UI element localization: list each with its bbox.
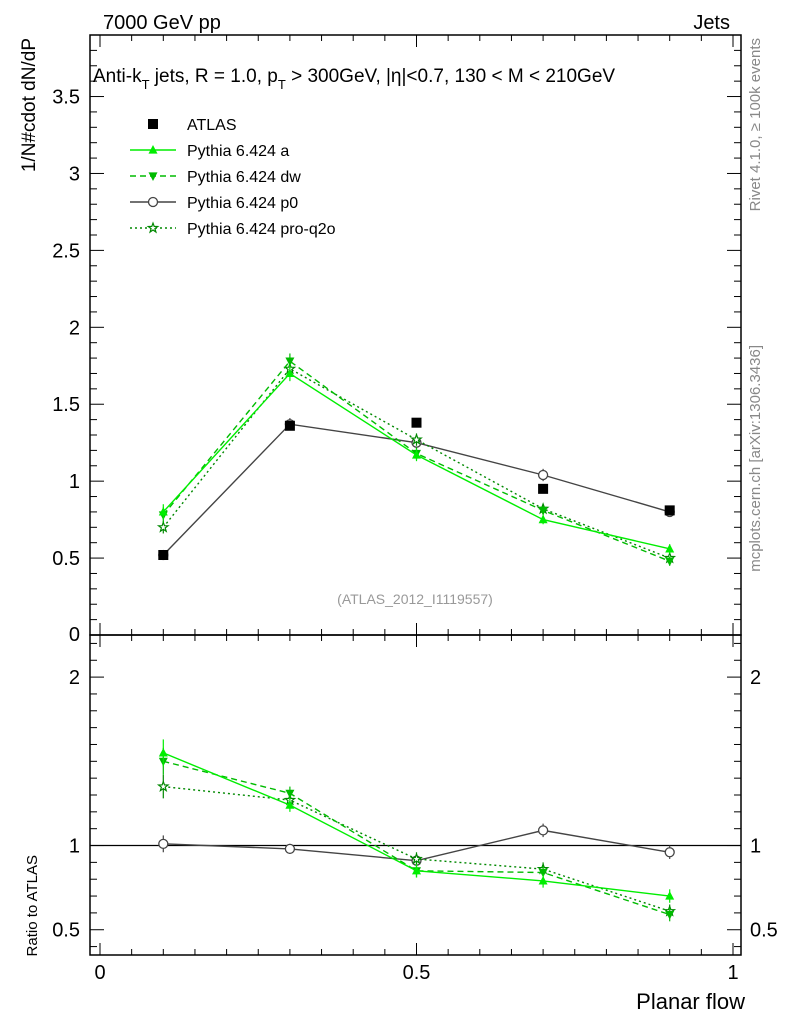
series-layer bbox=[156, 353, 677, 922]
x-axis-label: Planar flow bbox=[636, 989, 745, 1014]
title-anti: Anti-k bbox=[93, 66, 142, 87]
legend-entry-pythia_dw: Pythia 6.424 dw bbox=[130, 169, 301, 186]
legend-label-pythia_proq2o: Pythia 6.424 pro-q2o bbox=[187, 221, 336, 238]
ratio-line-pythia_proq2o bbox=[163, 785, 670, 912]
series-atlas bbox=[158, 417, 675, 560]
y-tick-label: 0.5 bbox=[52, 548, 80, 570]
ratio-point-pythia_p0 bbox=[664, 847, 675, 858]
point-atlas bbox=[411, 417, 422, 428]
legend-marker-pythia_dw bbox=[148, 172, 158, 181]
point-atlas bbox=[538, 483, 549, 494]
y-tick-label: 2 bbox=[69, 317, 80, 339]
y-tick-label: 0 bbox=[69, 624, 80, 646]
y-axis-label: 1/N#cdot dN/dP bbox=[19, 38, 40, 172]
title-rest: > 300GeV, |η|<0.7, 130 < M < 210GeV bbox=[286, 66, 616, 87]
series-pythia_a bbox=[158, 365, 675, 903]
point-pythia_p0 bbox=[537, 469, 549, 481]
legend-label-atlas: ATLAS bbox=[187, 117, 237, 134]
legend-label-pythia_a: Pythia 6.424 a bbox=[187, 143, 289, 160]
legend-marker-atlas bbox=[148, 119, 158, 129]
point-atlas bbox=[284, 420, 295, 431]
x-tick-label: 0.5 bbox=[403, 962, 431, 984]
ratio-point-pythia_a bbox=[412, 865, 421, 875]
ratio-y-tick-label: 0.5 bbox=[52, 920, 80, 942]
ratio-y-tick-label-right: 1 bbox=[750, 836, 761, 858]
point-pythia_proq2o bbox=[410, 432, 423, 446]
point-pythia_a bbox=[665, 543, 675, 553]
y-tick-label: 1 bbox=[69, 471, 80, 493]
x-tick-label: 0 bbox=[94, 962, 105, 984]
ratio-point-pythia_proq2o bbox=[156, 779, 170, 793]
chart-title: Anti-kT jets, R = 1.0, pT > 300GeV, |η|<… bbox=[93, 66, 615, 92]
legend-entry-atlas: ATLAS bbox=[148, 117, 237, 134]
line-pythia_proq2o bbox=[162, 367, 670, 559]
point-atlas bbox=[158, 550, 169, 560]
title-kt-sub: T bbox=[142, 77, 150, 92]
analysis-watermark: (ATLAS_2012_I1119557) bbox=[337, 591, 493, 607]
ratio-point-pythia_dw bbox=[538, 868, 548, 878]
point-pythia_proq2o bbox=[156, 520, 170, 533]
y-tick-label: 1.5 bbox=[52, 394, 80, 416]
legend-entry-pythia_a: Pythia 6.424 a bbox=[130, 143, 289, 160]
legend-entry-pythia_proq2o: Pythia 6.424 pro-q2o bbox=[130, 221, 336, 238]
ratio-y-tick-label-right: 0.5 bbox=[750, 920, 778, 942]
point-pythia_dw bbox=[538, 506, 548, 516]
legend-label-pythia_dw: Pythia 6.424 dw bbox=[187, 169, 301, 186]
ratio-point-pythia_a bbox=[665, 891, 675, 900]
point-pythia_a bbox=[538, 514, 548, 524]
ratio-y-tick-label-right: 2 bbox=[750, 667, 761, 689]
ratio-point-pythia_dw bbox=[285, 789, 295, 799]
point-pythia_a bbox=[158, 506, 168, 516]
title-pt-sub: T bbox=[278, 77, 286, 92]
x-tick-label: 1 bbox=[727, 962, 738, 984]
point-pythia_dw bbox=[665, 557, 675, 567]
ratio-point-pythia_dw bbox=[665, 910, 675, 920]
ratio-point-pythia_p0 bbox=[158, 838, 169, 849]
ratio-point-pythia_p0 bbox=[537, 825, 549, 836]
point-pythia_dw bbox=[285, 357, 295, 367]
y-tick-label: 2.5 bbox=[52, 240, 80, 262]
ratio-point-pythia_p0 bbox=[284, 843, 296, 855]
ratio-point-pythia_a bbox=[158, 747, 168, 757]
mcplots-credit: mcplots.cern.ch [arXiv:1306.3436] bbox=[747, 345, 764, 572]
point-atlas bbox=[664, 505, 675, 516]
legend-marker-pythia_a bbox=[148, 145, 158, 154]
legend: ATLAS Pythia 6.424 a Pythia 6.424 dw Pythia… bbox=[130, 117, 336, 238]
ratio-y-axis-label: Ratio to ATLAS bbox=[24, 855, 41, 956]
legend-entry-pythia_p0: Pythia 6.424 p0 bbox=[130, 195, 298, 212]
ratio-point-pythia_proq2o bbox=[410, 852, 423, 865]
axes-layer: 0 0.5 1 0 0.5 1 1.5 2 2.5 3 3.5 0.5 0.5 1 1 2 2 bbox=[52, 35, 778, 984]
category-label: Jets bbox=[693, 12, 730, 34]
ratio-point-pythia_a bbox=[285, 800, 295, 809]
ratio-plot-frame bbox=[89, 634, 742, 956]
rivet-credit: Rivet 4.1.0, ≥ 100k events bbox=[747, 38, 764, 211]
ratio-y-tick-label: 2 bbox=[69, 667, 80, 689]
legend-label-pythia_p0: Pythia 6.424 p0 bbox=[187, 195, 298, 212]
point-pythia_a bbox=[285, 368, 295, 378]
title-mid: jets, R = 1.0, p bbox=[150, 66, 278, 87]
y-tick-label: 3.5 bbox=[52, 87, 80, 109]
legend-marker-pythia_proq2o bbox=[146, 221, 160, 234]
legend-marker-pythia_p0 bbox=[147, 196, 159, 208]
ratio-point-pythia_a bbox=[538, 875, 548, 885]
ratio-y-tick-label: 1 bbox=[69, 836, 80, 858]
energy-label: 7000 GeV pp bbox=[103, 12, 221, 34]
y-tick-label: 3 bbox=[69, 163, 80, 185]
point-pythia_a bbox=[412, 450, 421, 459]
